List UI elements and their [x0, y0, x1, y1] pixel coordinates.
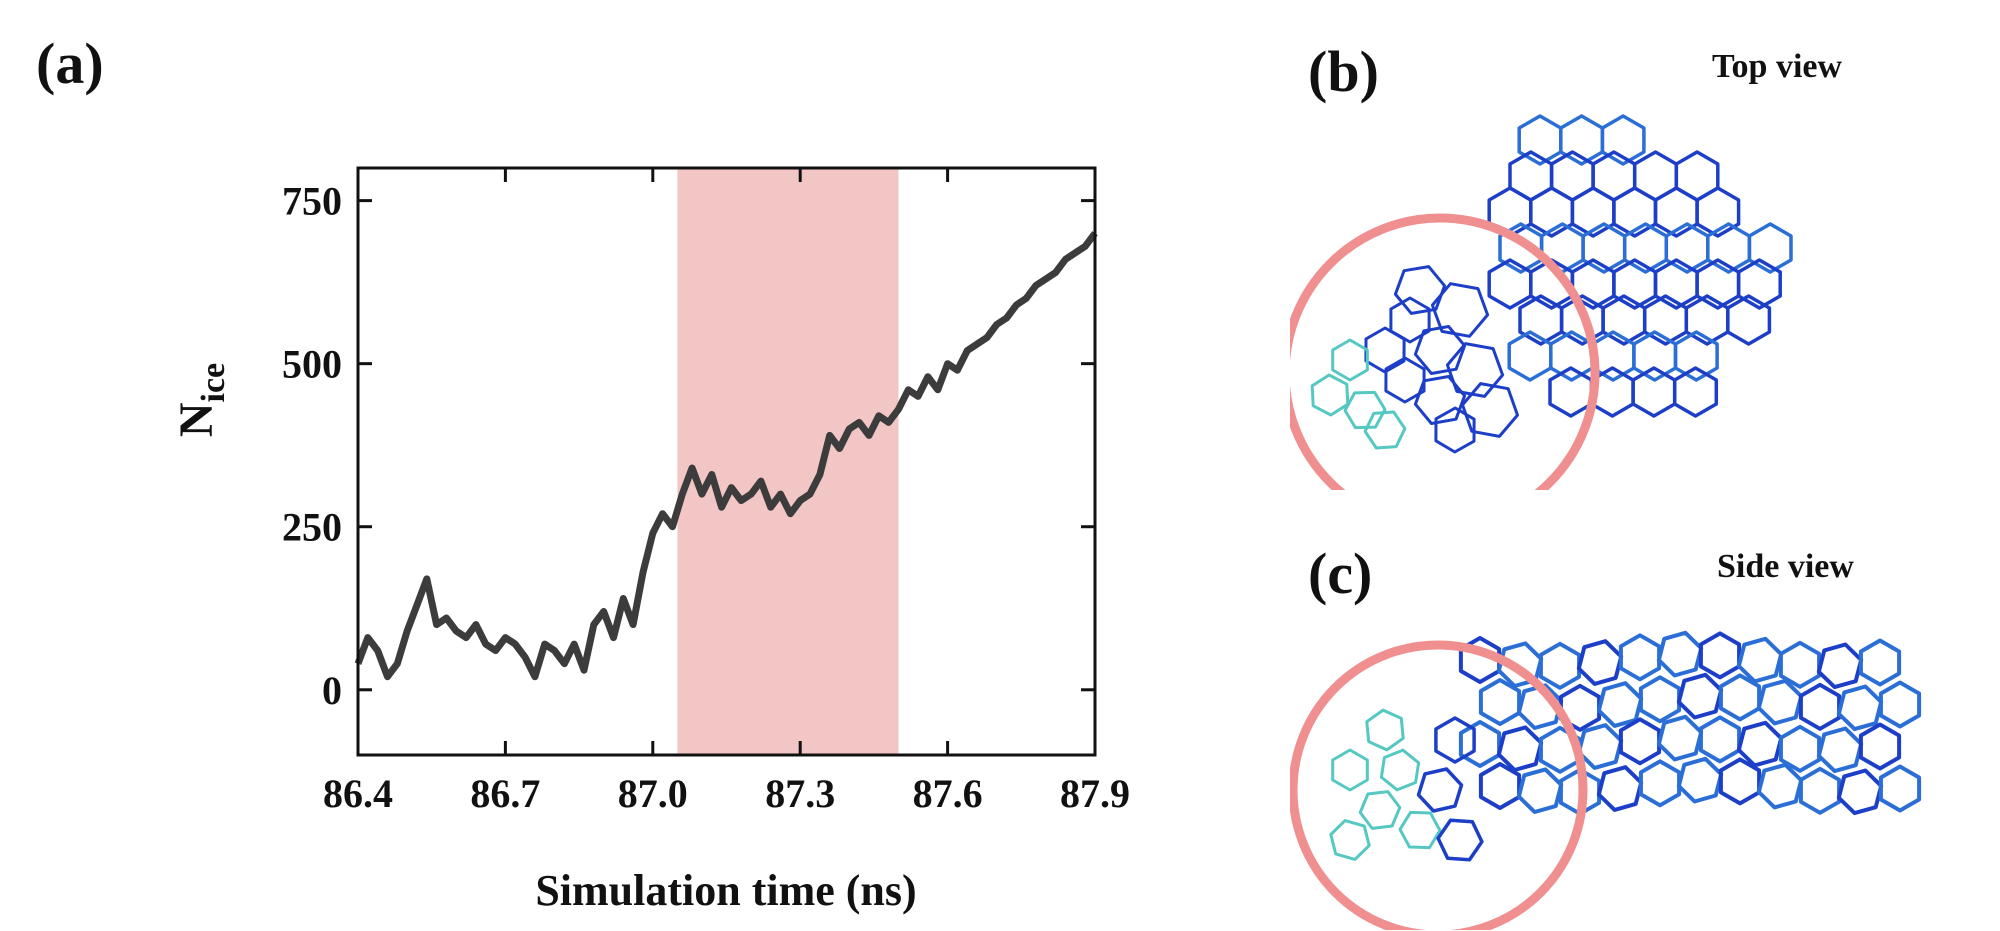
ice-ring-side: [1718, 757, 1762, 806]
ice-ring-side: [1756, 762, 1804, 810]
ice-ring-disordered: [1434, 406, 1476, 454]
ice-ring-side: [1698, 631, 1742, 680]
ice-ring-top: [1600, 114, 1646, 166]
x-axis-label: Simulation time (ns): [535, 866, 916, 915]
series-line: [354, 231, 1098, 681]
ice-ring-side: [1698, 715, 1742, 764]
ice-ring-liquid: [1331, 338, 1369, 382]
ice-ring-top: [1726, 294, 1772, 346]
ice-ring-side: [1816, 726, 1864, 774]
y-tick-label: 500: [282, 342, 342, 387]
ice-ring-side: [1798, 682, 1842, 731]
ice-ring-side: [1478, 762, 1522, 810]
x-tick-label: 87.3: [765, 771, 835, 816]
ice-ring-disordered: [1445, 342, 1505, 398]
ice-ring-side: [1576, 723, 1624, 770]
ice-ring-side: [1558, 683, 1602, 732]
ice-ring-top: [1548, 366, 1594, 418]
ice-ring-side: [1618, 633, 1662, 682]
ice-ring-top: [1736, 258, 1782, 310]
ice-ring-side: [1618, 717, 1662, 766]
x-tick-label: 86.7: [470, 771, 540, 816]
ice-ring-side: [1836, 684, 1884, 732]
ice-ring-side: [1736, 636, 1784, 684]
ice-ring-top: [1673, 330, 1719, 382]
ice-ring-side: [1878, 764, 1922, 813]
ice-ring-liquid-side: [1365, 708, 1405, 752]
side-view-title: Side view: [1717, 548, 1854, 585]
y-tick-label: 250: [282, 505, 342, 550]
x-tick-label: 86.4: [323, 771, 393, 816]
y-axis-label-main: N: [170, 402, 223, 437]
highlight-region: [677, 168, 899, 755]
ice-ring-side: [1676, 756, 1724, 804]
y-ticks: 0 250 500 750: [282, 179, 1095, 713]
ice-ring-disordered: [1430, 282, 1490, 338]
ice-ring-side: [1596, 765, 1644, 812]
panel-b-label: (b): [1308, 39, 1379, 104]
disorder-circle-top: [1290, 213, 1600, 490]
ice-ring-interface-side: [1434, 716, 1476, 764]
ice-ring-side: [1858, 722, 1902, 771]
hexagonal-ice-lattice-side: [1329, 630, 1922, 862]
ice-ring-liquid-side: [1358, 790, 1402, 830]
ice-ring-disordered: [1393, 265, 1447, 315]
ice-ring-side: [1858, 638, 1902, 687]
ice-ring-top: [1747, 222, 1793, 274]
ice-ring-interface-side: [1416, 767, 1464, 813]
ice-ring-disordered: [1364, 326, 1406, 374]
ice-ring-side: [1538, 725, 1582, 774]
ice-ring-side: [1718, 673, 1762, 722]
ice-ring-disordered: [1461, 382, 1519, 438]
y-tick-label: 750: [282, 179, 342, 224]
ice-ring-side: [1638, 675, 1682, 724]
ice-ring-side: [1798, 766, 1842, 815]
ice-side-view-structure: [1290, 630, 1922, 930]
ice-ring-side: [1458, 720, 1502, 768]
ice-ring-liquid-side: [1379, 748, 1421, 792]
plot-frame: [356, 166, 1097, 757]
ice-ring-side: [1638, 759, 1682, 808]
ice-ring-side: [1816, 642, 1864, 690]
ice-ring-liquid: [1310, 373, 1350, 417]
top-view-title: Top view: [1712, 48, 1843, 85]
x-tick-label: 87.6: [913, 771, 983, 816]
ice-ring-side: [1576, 639, 1624, 686]
ice-ring-liquid-side: [1329, 819, 1371, 861]
ice-top-view-structure: [1290, 114, 1793, 490]
ice-ring-side: [1778, 640, 1822, 689]
ice-ring-side: [1836, 768, 1884, 816]
ice-ring-interface-side: [1436, 818, 1484, 862]
y-tick-label: 0: [322, 668, 342, 713]
ice-ring-side: [1656, 714, 1704, 762]
ice-ring-side: [1538, 641, 1582, 690]
hexagonal-ice-lattice-top: [1310, 114, 1793, 454]
y-axis-label-sub: ice: [195, 363, 232, 403]
ice-ring-side: [1516, 767, 1564, 814]
panel-a-label: (a): [36, 31, 104, 96]
ice-ring-top: [1672, 366, 1719, 418]
ice-count-chart: 0 250 500 750 86.4 86.7 87.0 87.3 87.6 87.9 Simu…: [170, 166, 1130, 915]
ice-ring-side: [1736, 720, 1784, 768]
disorder-circle-side: [1290, 640, 1588, 930]
ice-ring-side: [1656, 630, 1704, 678]
ice-ring-liquid: [1343, 390, 1387, 430]
ice-ring-side: [1478, 678, 1522, 726]
panel-c-label: (c): [1308, 541, 1373, 606]
ice-ring-liquid-side: [1331, 748, 1369, 792]
y-axis-label: Nice: [170, 363, 232, 437]
ice-ring-side: [1596, 681, 1644, 728]
x-tick-label: 87.0: [618, 771, 688, 816]
ice-ring-liquid-side: [1398, 810, 1442, 850]
ice-ring-liquid: [1363, 410, 1407, 450]
ice-ring-side: [1878, 680, 1922, 729]
x-tick-label: 87.9: [1060, 771, 1130, 816]
ice-ring-top: [1695, 186, 1741, 238]
ice-ring-side: [1676, 672, 1724, 720]
ice-ring-disordered: [1413, 375, 1467, 425]
ice-ring-side: [1778, 724, 1822, 773]
ice-ring-top: [1631, 366, 1677, 418]
ice-ring-side: [1496, 725, 1544, 772]
ice-ring-side: [1756, 678, 1804, 726]
